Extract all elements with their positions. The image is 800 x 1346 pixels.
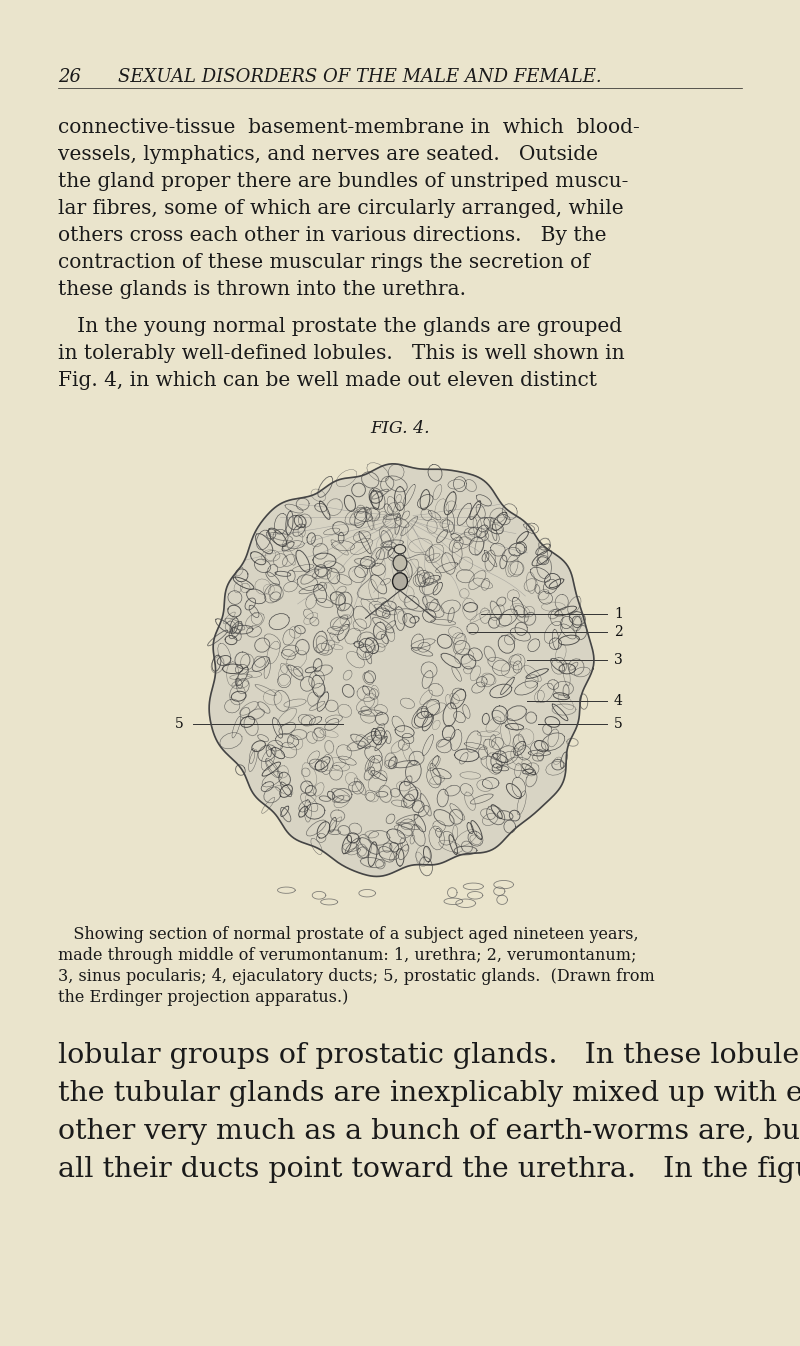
- Text: lobular groups of prostatic glands.   In these lobules: lobular groups of prostatic glands. In t…: [58, 1042, 800, 1069]
- Text: Fig. 4, in which can be well made out eleven distinct: Fig. 4, in which can be well made out el…: [58, 371, 597, 390]
- Text: connective-tissue  basement-membrane in  which  blood-: connective-tissue basement-membrane in w…: [58, 118, 640, 137]
- Text: all their ducts point toward the urethra.   In the figure: all their ducts point toward the urethra…: [58, 1156, 800, 1183]
- Text: 3, sinus pocularis; 4, ejaculatory ducts; 5, prostatic glands.  (Drawn from: 3, sinus pocularis; 4, ejaculatory ducts…: [58, 968, 654, 985]
- Text: 1: 1: [614, 607, 622, 621]
- Text: the Erdinger projection apparatus.): the Erdinger projection apparatus.): [58, 989, 348, 1005]
- Ellipse shape: [393, 555, 407, 571]
- Text: 5: 5: [175, 717, 184, 731]
- Text: other very much as a bunch of earth-worms are, but: other very much as a bunch of earth-worm…: [58, 1119, 800, 1145]
- Text: SEXUAL DISORDERS OF THE MALE AND FEMALE.: SEXUAL DISORDERS OF THE MALE AND FEMALE.: [118, 69, 602, 86]
- Text: 26: 26: [58, 69, 81, 86]
- Text: in tolerably well-defined lobules.   This is well shown in: in tolerably well-defined lobules. This …: [58, 345, 625, 363]
- Text: In the young normal prostate the glands are grouped: In the young normal prostate the glands …: [58, 318, 622, 336]
- Text: the tubular glands are inexplicably mixed up with each: the tubular glands are inexplicably mixe…: [58, 1079, 800, 1106]
- Ellipse shape: [394, 545, 406, 553]
- Polygon shape: [209, 464, 594, 876]
- Text: FIG. 4.: FIG. 4.: [370, 420, 430, 437]
- Text: Showing section of normal prostate of a subject aged nineteen years,: Showing section of normal prostate of a …: [58, 926, 638, 944]
- Text: 2: 2: [614, 625, 622, 639]
- Text: the gland proper there are bundles of unstriped muscu-: the gland proper there are bundles of un…: [58, 172, 628, 191]
- Text: lar fibres, some of which are circularly arranged, while: lar fibres, some of which are circularly…: [58, 199, 624, 218]
- Text: vessels, lymphatics, and nerves are seated.   Outside: vessels, lymphatics, and nerves are seat…: [58, 145, 598, 164]
- Text: these glands is thrown into the urethra.: these glands is thrown into the urethra.: [58, 280, 466, 299]
- Text: made through middle of verumontanum: 1, urethra; 2, verumontanum;: made through middle of verumontanum: 1, …: [58, 948, 637, 964]
- Ellipse shape: [393, 573, 407, 590]
- Text: 4: 4: [614, 695, 622, 708]
- Text: contraction of these muscular rings the secretion of: contraction of these muscular rings the …: [58, 253, 590, 272]
- Text: 3: 3: [614, 653, 622, 666]
- Text: 5: 5: [614, 717, 622, 731]
- Text: others cross each other in various directions.   By the: others cross each other in various direc…: [58, 226, 606, 245]
